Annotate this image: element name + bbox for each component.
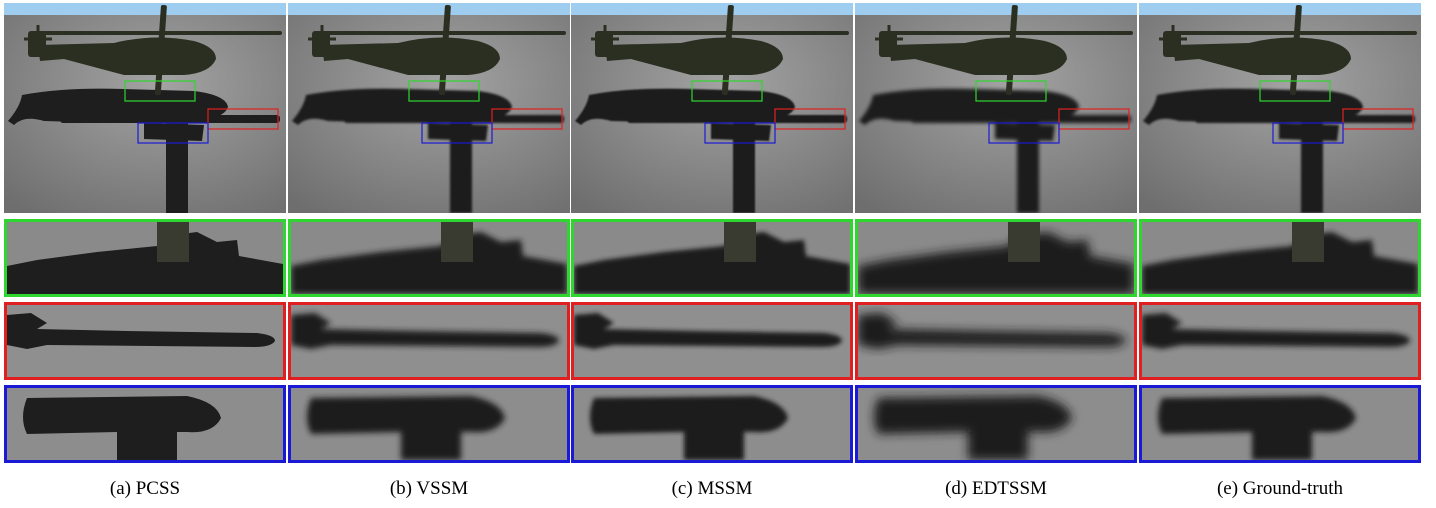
panel-caption: (b) VSSM [288,478,570,500]
blue-zoom-crop [571,385,853,463]
blue-zoom-crop [1139,385,1421,463]
green-zoom-crop [4,219,286,297]
blue-zoom-crop [288,385,570,463]
panel-caption: (c) MSSM [571,478,853,500]
full-render-image [1139,3,1421,213]
green-zoom-crop [855,219,1137,297]
panel-caption: (d) EDTSSM [855,478,1137,500]
blue-zoom-crop [855,385,1137,463]
red-zoom-crop [4,302,286,380]
green-zoom-crop [1139,219,1421,297]
panel-c: (c) MSSM [571,0,853,508]
blue-zoom-crop [4,385,286,463]
full-render-image [288,3,570,213]
panel-e: (e) Ground-truth [1139,0,1421,508]
full-render-image [855,3,1137,213]
red-zoom-crop [571,302,853,380]
red-zoom-crop [855,302,1137,380]
panel-b: (b) VSSM [288,0,570,508]
full-render-image [571,3,853,213]
full-render-image [4,3,286,213]
panel-caption: (e) Ground-truth [1139,478,1421,500]
panel-d: (d) EDTSSM [855,0,1137,508]
green-zoom-crop [571,219,853,297]
panel-caption: (a) PCSS [4,478,286,500]
panel-a: (a) PCSS [4,0,286,508]
red-zoom-crop [288,302,570,380]
red-zoom-crop [1139,302,1421,380]
green-zoom-crop [288,219,570,297]
